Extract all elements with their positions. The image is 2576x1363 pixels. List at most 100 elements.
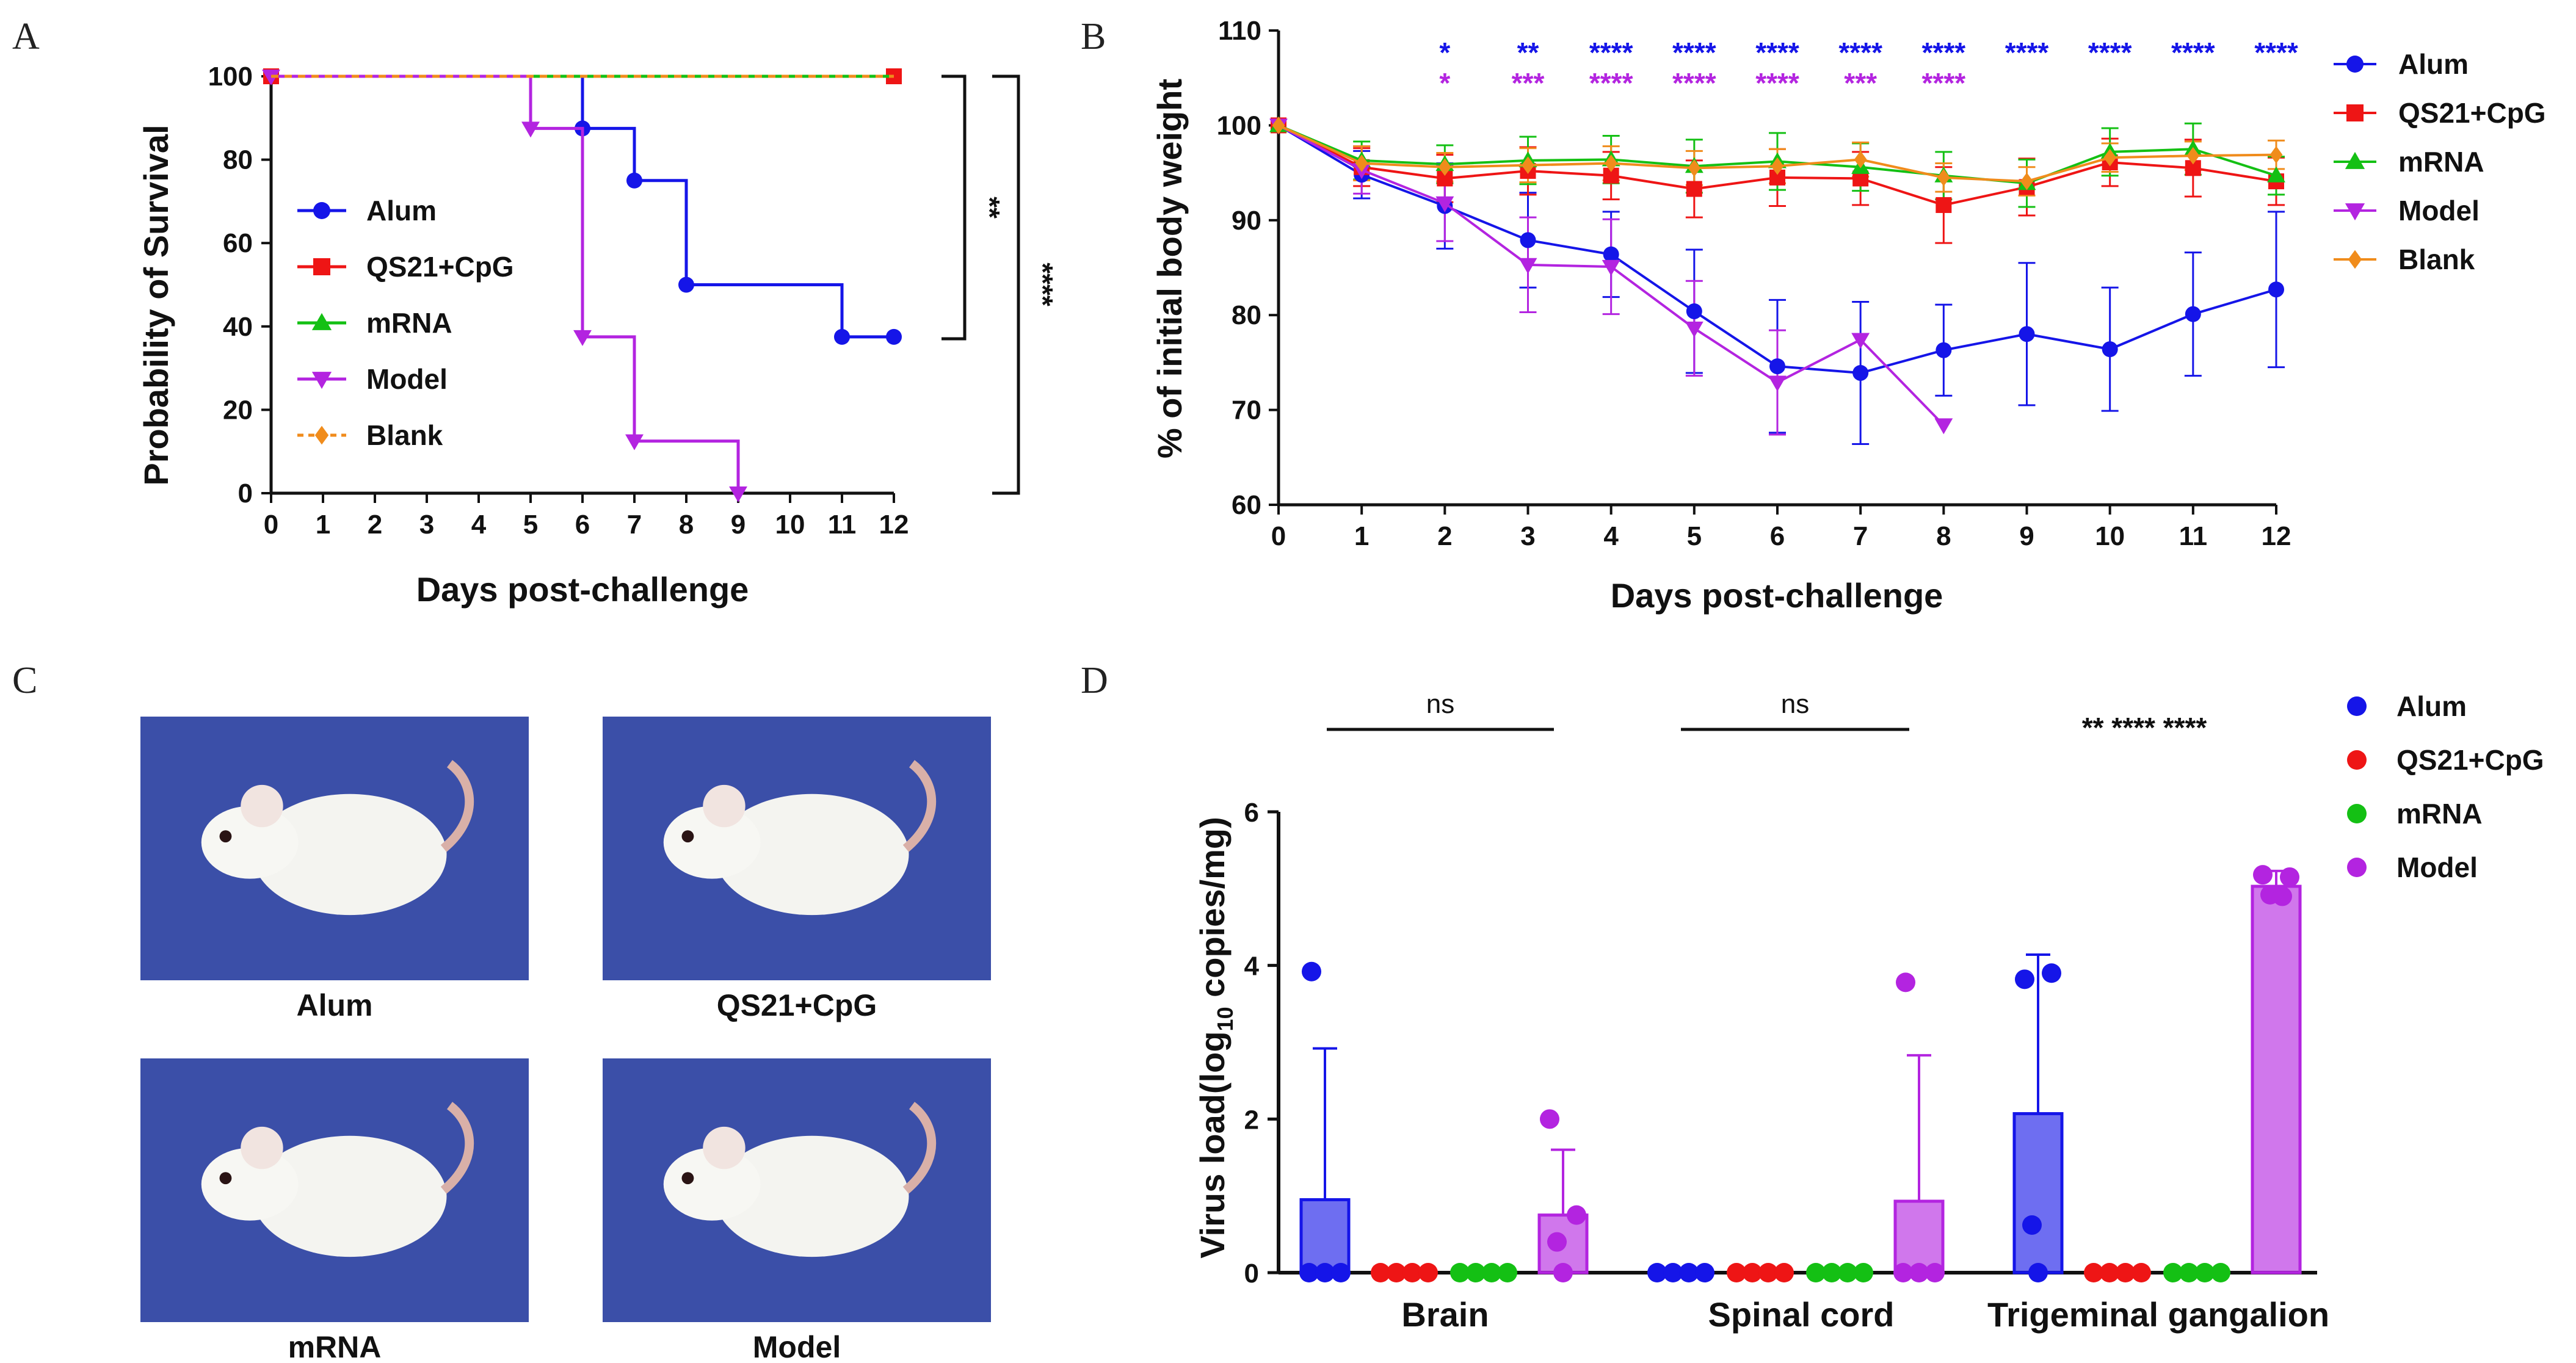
data-point-model	[1553, 1263, 1573, 1282]
legend-label-blank: Blank	[2398, 244, 2475, 275]
legend-marker-model	[311, 372, 332, 389]
data-point-qs21	[1387, 1263, 1406, 1282]
bracket-label-model: ****	[1027, 262, 1059, 306]
data-point-qs21	[1758, 1263, 1778, 1282]
sig-model: ****	[1589, 67, 1633, 99]
weight-point-blank	[1854, 151, 1867, 168]
data-point-alum	[1315, 1263, 1335, 1282]
y-tick-label: 20	[223, 395, 253, 425]
weight-point-blank	[1771, 157, 1784, 175]
data-point-model	[1896, 972, 1915, 992]
data-point-mrna	[1482, 1263, 1501, 1282]
sig-alum: **	[1517, 37, 1539, 68]
data-point-alum	[1663, 1263, 1683, 1282]
legend-label-model: Model	[2398, 195, 2480, 226]
data-point-mrna	[1854, 1263, 1873, 1282]
data-point-model	[1567, 1205, 1586, 1225]
y-tick-label: 100	[208, 62, 253, 92]
x-tick-label: 2	[368, 510, 382, 540]
y-tick-label: 6	[1244, 798, 1259, 828]
legend-label-blank: Blank	[366, 419, 443, 451]
legend-label-alum: Alum	[2398, 48, 2469, 80]
sig-alum: ****	[2171, 37, 2215, 68]
bracket-label-alum: **	[974, 197, 1006, 219]
x-tick-label: 5	[523, 510, 538, 540]
survival-point-alum	[834, 328, 850, 345]
legend-marker-alum	[2346, 56, 2364, 73]
photo-label: mRNA	[288, 1330, 382, 1363]
data-point-qs21	[2132, 1263, 2151, 1282]
photo-label: Alum	[297, 988, 373, 1022]
legend-marker-qs21	[2346, 104, 2364, 121]
weight-point-blank	[2269, 146, 2283, 164]
survival-line-alum	[271, 74, 894, 339]
x-tick-label: 7	[627, 510, 642, 540]
panel-d-comparisons: ns ns ** **** ****	[1327, 689, 2207, 743]
comparison-label: ns	[1426, 689, 1454, 719]
survival-point-alum	[626, 172, 642, 189]
bracket-alum	[942, 74, 967, 341]
data-point-alum	[2042, 963, 2061, 983]
data-point-qs21	[1402, 1263, 1422, 1282]
data-point-model	[2253, 865, 2273, 885]
weight-point-alum	[1936, 342, 1952, 358]
data-point-qs21	[2084, 1263, 2103, 1282]
legend-marker-mrna	[2345, 151, 2365, 169]
data-point-alum	[1302, 961, 1321, 982]
legend-label-qs21: QS21+CpG	[2396, 744, 2544, 776]
x-tick-label: 12	[879, 510, 909, 540]
y-tick-label: 100	[1217, 110, 1261, 140]
sig-alum: ****	[2005, 37, 2049, 68]
weight-point-model	[1934, 418, 1953, 435]
weight-point-blank	[1937, 168, 1950, 187]
bracket-model	[992, 74, 1020, 495]
y-tick-label: 60	[223, 228, 253, 258]
legend-marker-blank	[2348, 250, 2362, 269]
x-tick-label: 9	[731, 510, 746, 540]
x-tick-label: 3	[419, 510, 434, 540]
x-tick-label: 10	[775, 510, 805, 540]
data-point-qs21	[1371, 1263, 1390, 1282]
data-point-alum	[1695, 1263, 1714, 1282]
sig-alum: ****	[1838, 37, 1882, 68]
data-point-mrna	[2163, 1263, 2183, 1282]
data-point-mrna	[1498, 1263, 1517, 1282]
data-point-mrna	[1822, 1263, 1841, 1282]
panel-d-legend: Alum QS21+CpG mRNA Model	[2347, 690, 2544, 883]
legend-label-mrna: mRNA	[366, 307, 452, 339]
weight-point-qs21	[1686, 181, 1702, 197]
data-point-alum	[2015, 969, 2034, 989]
data-point-model	[2273, 886, 2292, 906]
legend-marker-qs21	[2347, 750, 2367, 770]
weight-point-blank	[1355, 154, 1368, 172]
x-category-label: Spinal cord	[1708, 1295, 1895, 1334]
panel-a-legend: Alum QS21+CpG mRNA Model Blank	[297, 195, 514, 451]
legend-label-qs21: QS21+CpG	[366, 251, 514, 283]
data-point-qs21	[1727, 1263, 1746, 1282]
y-tick-label: 0	[238, 479, 253, 508]
panel-d-plot-area	[1299, 865, 2302, 1282]
x-tick-label: 2	[1437, 521, 1452, 551]
x-tick-label: 6	[575, 510, 590, 540]
data-point-alum	[2022, 1215, 2042, 1235]
weight-point-blank	[2186, 146, 2200, 165]
legend-label-alum: Alum	[2396, 690, 2467, 722]
panel-b-letter: B	[1081, 16, 1106, 57]
data-point-qs21	[2116, 1263, 2135, 1282]
panel-a-letter: A	[12, 16, 40, 57]
x-tick-label: 10	[2095, 521, 2125, 551]
bar-alum	[2012, 1112, 2064, 1274]
x-tick-label: 3	[1520, 521, 1535, 551]
sig-alum: *	[1439, 37, 1450, 68]
data-point-alum	[1331, 1263, 1351, 1282]
weight-point-alum	[1852, 364, 1869, 381]
survival-point-model	[625, 434, 644, 450]
weight-point-mrna	[2267, 166, 2285, 183]
x-tick-label: 12	[2262, 521, 2291, 551]
bar-alum	[1299, 1198, 1351, 1274]
y-tick-label: 110	[1218, 16, 1261, 46]
weight-point-blank	[1522, 156, 1534, 174]
